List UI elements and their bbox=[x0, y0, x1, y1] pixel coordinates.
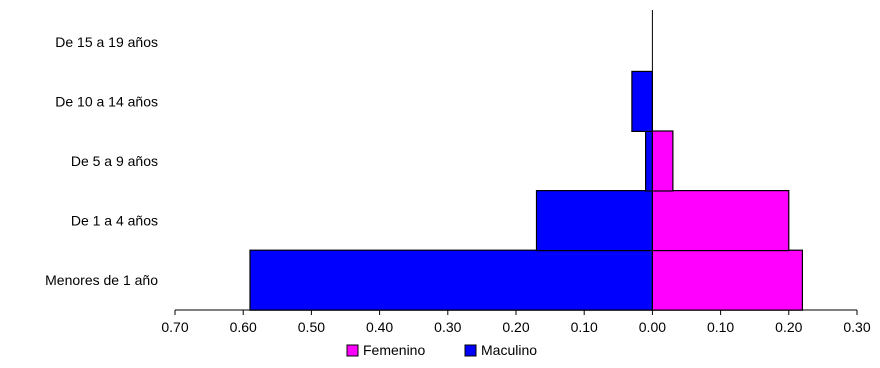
x-tick-label: 0.10 bbox=[707, 319, 734, 335]
axes-layer bbox=[174, 10, 858, 315]
x-tick-label: 0.00 bbox=[639, 319, 666, 335]
category-label: Menores de 1 año bbox=[45, 272, 158, 288]
category-label: De 10 a 14 años bbox=[55, 93, 158, 109]
x-tick-label: 0.30 bbox=[434, 319, 461, 335]
bars-layer bbox=[249, 70, 804, 311]
bar-femenino-2 bbox=[651, 130, 674, 192]
bar-masculino-3 bbox=[631, 70, 654, 133]
bar-masculino-1 bbox=[535, 190, 654, 252]
legend-swatch-masculino bbox=[464, 344, 477, 357]
x-tick-label: 0.20 bbox=[775, 319, 802, 335]
x-tick-labels: 0.70 0.60 0.50 0.40 0.30 0.20 0.10 0.00 0.10 0.20… bbox=[161, 319, 870, 335]
bar-masculino-2 bbox=[644, 130, 653, 192]
x-tick-label: 0.10 bbox=[571, 319, 598, 335]
bar-masculino-0 bbox=[249, 249, 653, 311]
category-label: De 1 a 4 años bbox=[71, 213, 158, 229]
category-labels: Menores de 1 año De 1 a 4 años De 5 a 9 añ… bbox=[45, 34, 158, 288]
legend-swatch-femenino bbox=[346, 344, 359, 357]
bar-femenino-1 bbox=[651, 190, 790, 252]
x-tick-label: 0.40 bbox=[366, 319, 393, 335]
category-label: De 5 a 9 años bbox=[71, 153, 158, 169]
bar-femenino-0 bbox=[651, 249, 804, 311]
x-tick-label: 0.60 bbox=[230, 319, 257, 335]
x-tick-label: 0.70 bbox=[161, 319, 188, 335]
x-tick-label: 0.30 bbox=[843, 319, 870, 335]
category-label: De 15 a 19 años bbox=[55, 34, 158, 50]
legend-label-masculino: Maculino bbox=[481, 342, 537, 358]
legend: Femenino Maculino bbox=[346, 342, 537, 358]
x-tick-label: 0.50 bbox=[298, 319, 325, 335]
x-tick-label: 0.20 bbox=[502, 319, 529, 335]
legend-label-femenino: Femenino bbox=[363, 342, 425, 358]
